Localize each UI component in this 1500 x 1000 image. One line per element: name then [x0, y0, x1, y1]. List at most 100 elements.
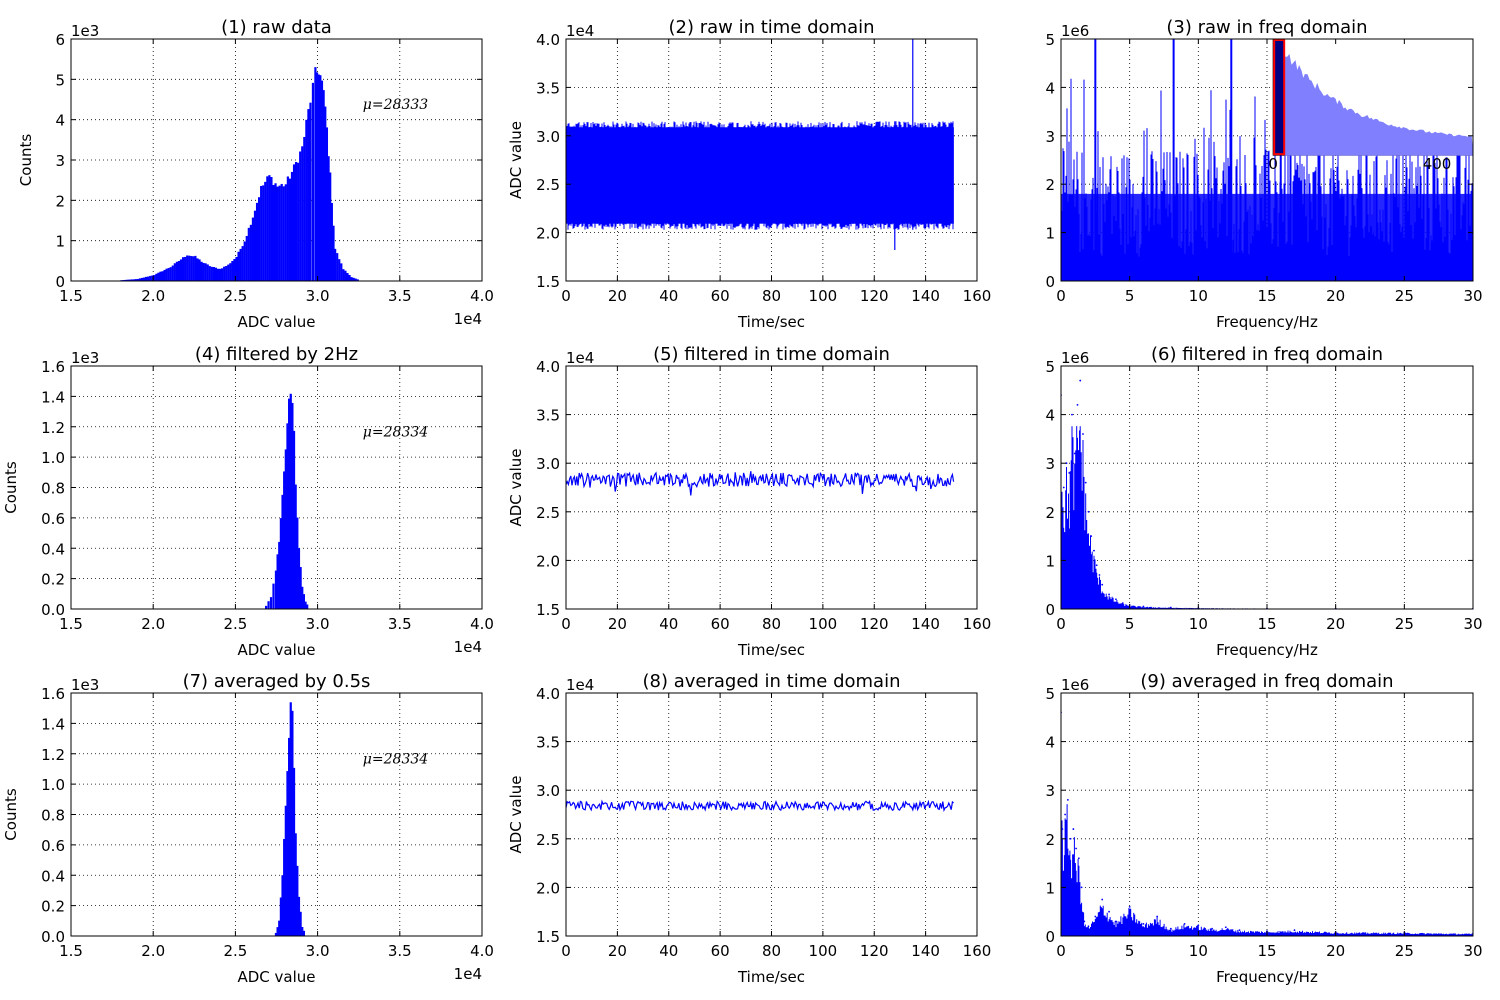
x-tick-label: 120: [860, 942, 889, 960]
y-tick-label: 0.6: [41, 510, 65, 528]
histogram-bar: [218, 268, 222, 281]
histogram-bar: [225, 265, 228, 281]
histogram-bar: [278, 920, 281, 936]
x-tick-label: 100: [809, 287, 838, 305]
histogram-bar: [276, 186, 279, 281]
panel-5: 0 20 40 60 80 100 120 140 160 1.5 2.0 2.5 3.0 3.5 4.0 1…: [507, 344, 991, 659]
x-tick-label: 2.0: [141, 942, 165, 960]
histogram-bar: [324, 106, 327, 281]
histogram-bar: [267, 601, 270, 609]
data-point: [1169, 927, 1172, 930]
y-tick-label: 0.2: [41, 898, 65, 916]
histogram-bar: [212, 267, 215, 281]
histogram-bar: [301, 926, 304, 936]
data-point: [1095, 564, 1098, 567]
histogram-bar: [132, 279, 135, 281]
histogram-bar: [311, 82, 315, 281]
y-tick-label: 4: [55, 112, 65, 130]
histogram-bar: [221, 268, 224, 281]
histogram-bar: [227, 264, 230, 281]
histogram-bar: [251, 217, 255, 281]
chart-title: (6) filtered in freq domain: [1151, 344, 1383, 365]
y-tick-label: 3.5: [536, 407, 560, 425]
data-point: [1128, 905, 1131, 908]
y-tick-label: 0: [1045, 601, 1055, 619]
x-tick-label: 1.5: [59, 287, 83, 305]
y-tick-label: 0.4: [41, 867, 65, 885]
histogram-bar: [334, 248, 337, 281]
x-tick-label: 0: [561, 287, 571, 305]
x-tick-label: 30: [1463, 942, 1482, 960]
histogram-bar: [336, 253, 339, 281]
inset-tick-label: 0: [1268, 155, 1278, 173]
x-tick-label: 80: [762, 942, 781, 960]
y-tick-label: 3: [1045, 128, 1055, 146]
histogram-bar: [169, 267, 172, 281]
x-tick-label: 0: [1056, 615, 1066, 633]
histogram-bar: [149, 275, 152, 281]
x-tick-label: 10: [1189, 287, 1208, 305]
data-point: [1080, 886, 1083, 889]
histogram-bar: [264, 181, 267, 281]
data-point: [1098, 574, 1101, 576]
y-tick-label: 0.2: [41, 571, 65, 589]
y-tick-label: 0.6: [41, 837, 65, 855]
data-point: [1093, 549, 1095, 552]
histogram-bar: [188, 255, 191, 281]
data-point: [1211, 927, 1213, 930]
data-point: [1087, 510, 1090, 513]
histogram-bar: [153, 275, 156, 281]
y-tick-label: 1.6: [41, 358, 65, 376]
histogram-bar: [239, 248, 242, 281]
histogram-bar: [255, 202, 259, 281]
x-tick-label: 60: [711, 615, 730, 633]
y-tick-label: 0.0: [41, 928, 65, 946]
histogram-bar: [279, 897, 282, 936]
histogram-bar: [332, 225, 335, 281]
y-tick-label: 0: [1045, 273, 1055, 291]
x-tick-label: 5: [1125, 942, 1135, 960]
histogram-bar: [223, 266, 226, 281]
histogram-bar: [235, 256, 238, 281]
y-offset-label: 1e6: [1061, 22, 1089, 40]
x-tick-label: 4.0: [470, 942, 494, 960]
y-tick-label: 1.5: [536, 273, 560, 291]
histogram-bar: [179, 259, 183, 281]
x-tick-label: 20: [1326, 287, 1345, 305]
x-axis-label: ADC value: [237, 968, 315, 986]
y-tick-label: 0.4: [41, 540, 65, 558]
data-point: [1076, 403, 1079, 406]
inset-tick-label: 400: [1423, 155, 1452, 173]
series-line: [566, 121, 954, 230]
panel-8: 0 20 40 60 80 100 120 140 160 1.5 2.0 2.5 3.0 3.5 4.0 1…: [507, 671, 991, 986]
y-tick-label: 1: [55, 233, 65, 251]
axes-frame: [70, 692, 483, 937]
data-point: [1094, 915, 1097, 918]
y-tick-label: 3.0: [536, 455, 560, 473]
spectrum-fill: [1061, 193, 1473, 281]
y-tick-label: 4: [1045, 79, 1055, 97]
histogram-bar: [233, 258, 236, 281]
y-offset-label: 1e3: [71, 22, 99, 40]
histogram-bar: [284, 805, 287, 936]
histogram-bar: [241, 246, 244, 281]
y-tick-label: 1: [1045, 879, 1055, 897]
x-tick-label: 20: [1326, 942, 1345, 960]
histogram-bar: [320, 80, 324, 281]
histogram-bar: [216, 268, 220, 281]
x-axis-label: ADC value: [237, 313, 315, 331]
y-axis-label: ADC value: [507, 121, 525, 199]
x-tick-label: 3.0: [306, 287, 330, 305]
y-offset-label: 1e3: [71, 349, 99, 367]
histogram-bar: [181, 257, 185, 281]
x-tick-label: 2.5: [223, 287, 247, 305]
data-point: [1061, 828, 1064, 830]
histogram-bar: [296, 517, 299, 609]
panel-3: 0 400 0 5 10 15 20 25 30 0 1 2 3 4 5 1e6 (3) raw in freq…: [1045, 17, 1482, 331]
data-point: [1115, 598, 1117, 601]
histogram-bar: [286, 771, 289, 936]
histogram-bar: [245, 235, 248, 281]
histogram-bar: [288, 178, 292, 281]
x-tick-label: 0: [1056, 942, 1066, 960]
histogram-bar: [327, 156, 330, 281]
